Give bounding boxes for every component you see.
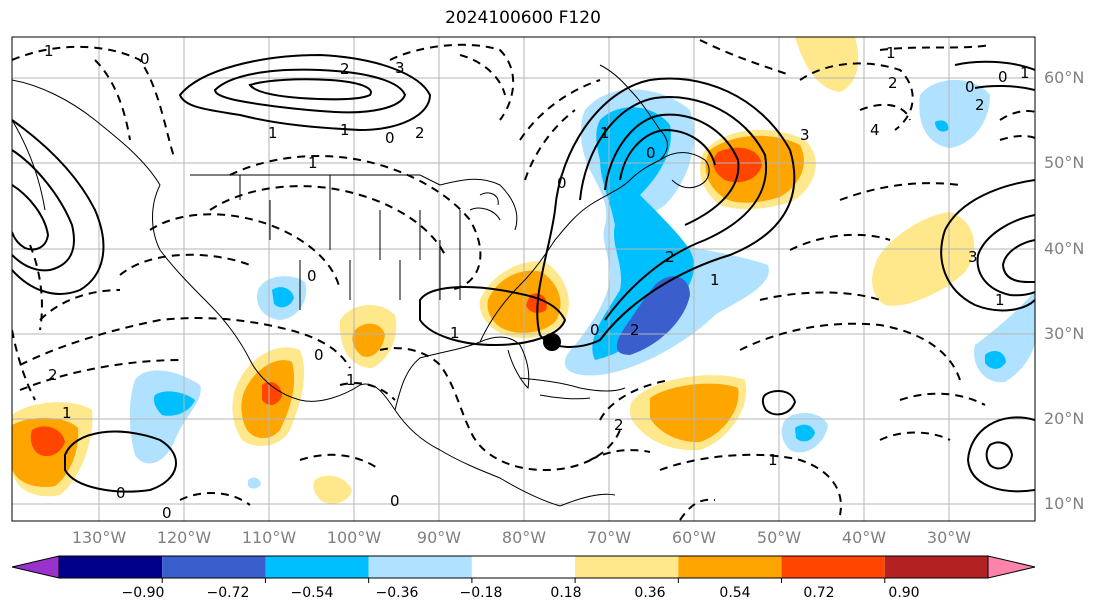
longitude-label: 130°W [71,528,127,547]
colorbar-tick-label: 0.18 [550,585,582,601]
contour-label: 1 [346,371,356,389]
latitude-label: 10°N [1044,494,1085,513]
contour-label: 1 [600,124,610,142]
positive-anomaly-region [30,426,65,457]
contour-label: 1 [768,451,778,469]
latitude-label: 50°N [1044,153,1085,172]
positive-anomaly-region [526,293,547,313]
longitude-label: 30°W [926,528,972,547]
contour-label: 1 [268,124,278,142]
colorbar-tick-label: 0.90 [888,585,920,601]
contour-label: 3 [395,59,405,77]
colorbar-tick-label: −0.36 [375,585,419,601]
positive-anomaly-region [262,382,282,405]
colorbar-tick-label: −0.72 [206,585,250,601]
colorbar-tick-label: −0.90 [121,585,165,601]
negative-anomaly-region [616,276,690,355]
contour-label: 1 [62,404,72,422]
contour-label: 0 [998,68,1008,86]
contour-label: 1 [44,42,54,60]
contour-label: 1 [450,324,460,342]
contour-label: 0 [140,50,150,68]
contours [12,39,1035,521]
longitude-label: 80°W [501,528,547,547]
negative-anomaly-region [153,391,195,416]
contour-label: 1 [308,154,318,172]
contour-label: 2 [630,321,640,339]
longitude-label: 50°W [756,528,802,547]
shaded-anomalies [12,37,1035,504]
longitude-label: 90°W [416,528,462,547]
contour-label: 1 [340,121,350,139]
contour-label: 0 [385,129,395,147]
longitude-label: 70°W [586,528,632,547]
contour-label: 0 [162,504,172,522]
contour-label: 0 [390,492,400,510]
contour-label: 0 [646,144,656,162]
contour-label: 1 [1020,64,1030,82]
graticule [12,37,1035,521]
longitude-label: 40°W [841,528,887,547]
positive-anomaly-region [795,37,859,92]
negative-anomaly-region [129,370,201,464]
contour-label: 2 [888,74,898,92]
colorbar-tick-label: 0.72 [803,585,835,601]
contour-label: 1 [710,271,720,289]
negative-anomaly-region [919,80,990,148]
colorbar-tick-label: −0.54 [290,585,334,601]
contour-label: 4 [870,121,880,139]
contour-label: 2 [48,366,58,384]
colorbar-tick-label: 0.54 [719,585,751,601]
contour-label: 3 [968,248,978,266]
contour-label: 0 [307,267,317,285]
contour-label: 3 [800,126,810,144]
positive-anomaly-region [872,212,975,306]
negative-anomaly-region [795,424,815,442]
contour-label: 2 [415,124,425,142]
negative-anomaly-region [248,477,261,489]
latitude-label: 60°N [1044,68,1085,87]
contour-label: 2 [975,96,985,114]
contour-label: 2 [340,60,350,78]
contour-label: 1 [995,291,1005,309]
map-frame [11,36,1036,522]
longitude-label: 60°W [671,528,717,547]
contour-label: 0 [314,346,324,364]
negative-anomaly-region [272,287,294,308]
positive-anomaly-region [352,323,385,357]
latitude-label: 20°N [1044,409,1085,428]
longitude-label: 100°W [326,528,382,547]
coastlines [12,64,710,507]
longitude-label: 120°W [156,528,212,547]
negative-anomaly-region [935,120,949,132]
latitude-label: 30°N [1044,324,1085,343]
contour-label: 0 [590,321,600,339]
contour-label: 0 [965,78,975,96]
latitude-label: 40°N [1044,239,1085,258]
contour-label: 2 [614,416,624,434]
contour-label: 2 [665,248,675,266]
map-title: 2024100600 F120 [445,8,601,28]
negative-anomaly-region [985,350,1006,369]
longitude-label: 110°W [241,528,297,547]
storm-position-marker [543,333,561,351]
positive-anomaly-region [313,475,352,504]
contour-label: 0 [557,174,567,192]
colorbar-tick-label: −0.18 [459,585,503,601]
contour-label: 0 [116,484,126,502]
colorbar-tick-label: 0.36 [634,585,666,601]
contour-labels: 1 0 2 1 0 3 1 1 2 0 1 0 2 1 2 0 1 0 1 0 … [44,42,1030,522]
contour-label: 1 [886,44,896,62]
